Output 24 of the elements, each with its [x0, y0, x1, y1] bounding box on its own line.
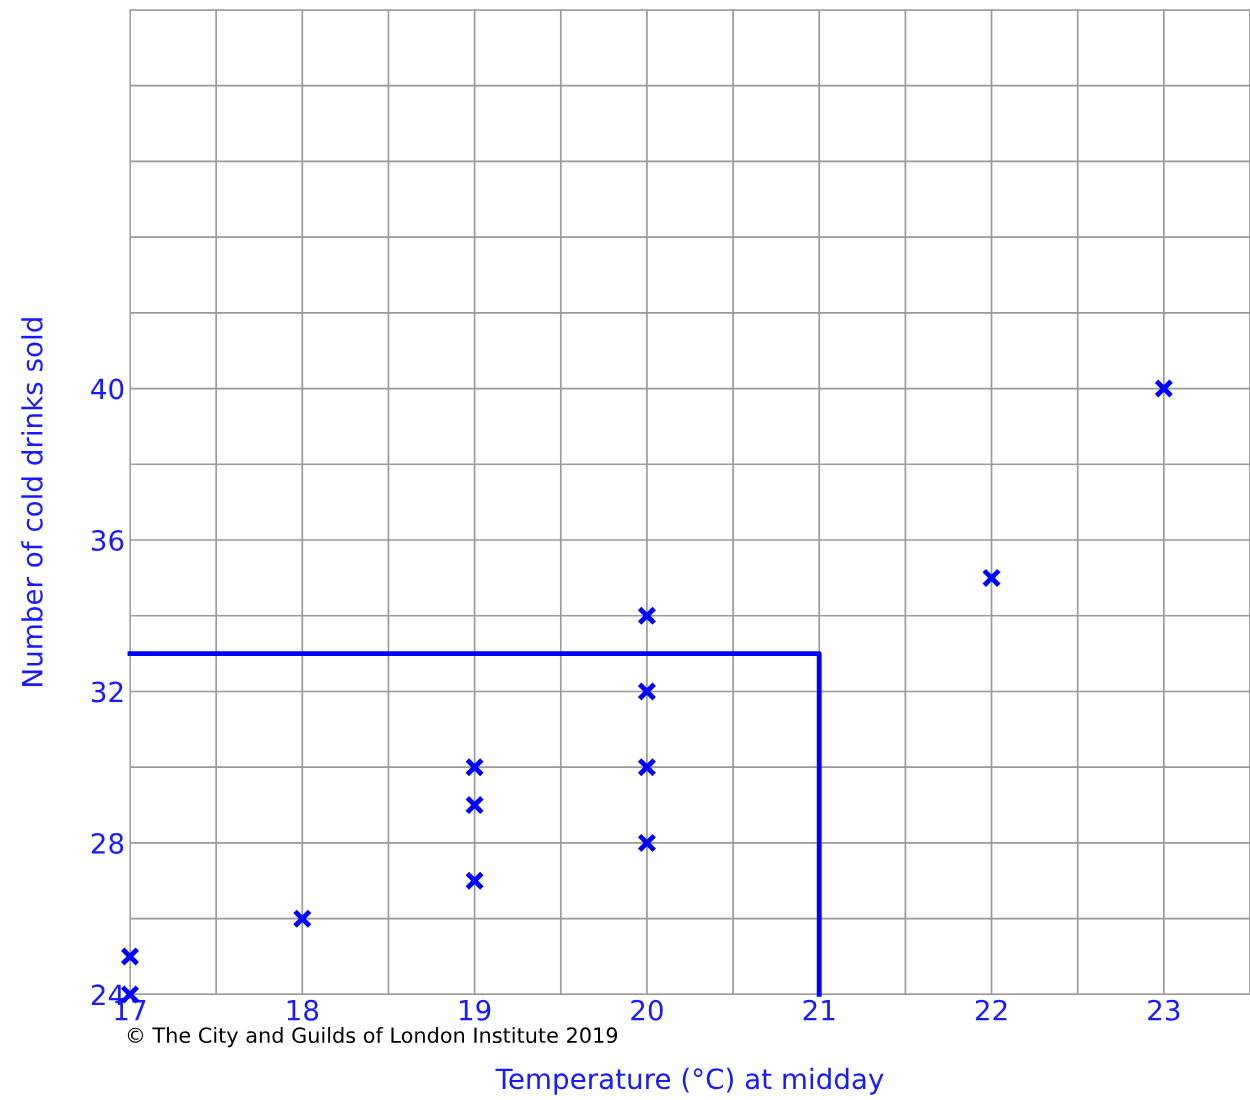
x-tick-label: 23 — [1148, 999, 1180, 1021]
y-tick-label: 36 — [91, 529, 124, 551]
x-tick-label: 21 — [803, 999, 835, 1021]
x-axis-title: Temperature (°C) at midday — [495, 1067, 884, 1095]
x-tick-label: 19 — [459, 999, 491, 1021]
point — [464, 871, 485, 891]
point — [120, 946, 140, 967]
x-tick-label: 22 — [975, 999, 1007, 1021]
y-axis-title: Number of cold drinks sold — [21, 318, 43, 686]
point — [637, 833, 657, 853]
y-tick-label: 40 — [91, 378, 124, 400]
x-tick-label: 20 — [631, 999, 663, 1021]
y-tick-label: 32 — [91, 681, 123, 703]
point — [637, 757, 657, 777]
y-tick-label: 28 — [91, 832, 124, 854]
x-tick-label: 18 — [287, 999, 319, 1021]
point — [637, 681, 657, 702]
point — [464, 757, 485, 777]
point — [1154, 378, 1174, 399]
text: © The City and Guilds of London Institute 2019 — [127, 1026, 618, 1048]
point — [981, 568, 1002, 588]
point — [637, 606, 657, 626]
point — [292, 908, 313, 929]
point — [464, 795, 485, 815]
